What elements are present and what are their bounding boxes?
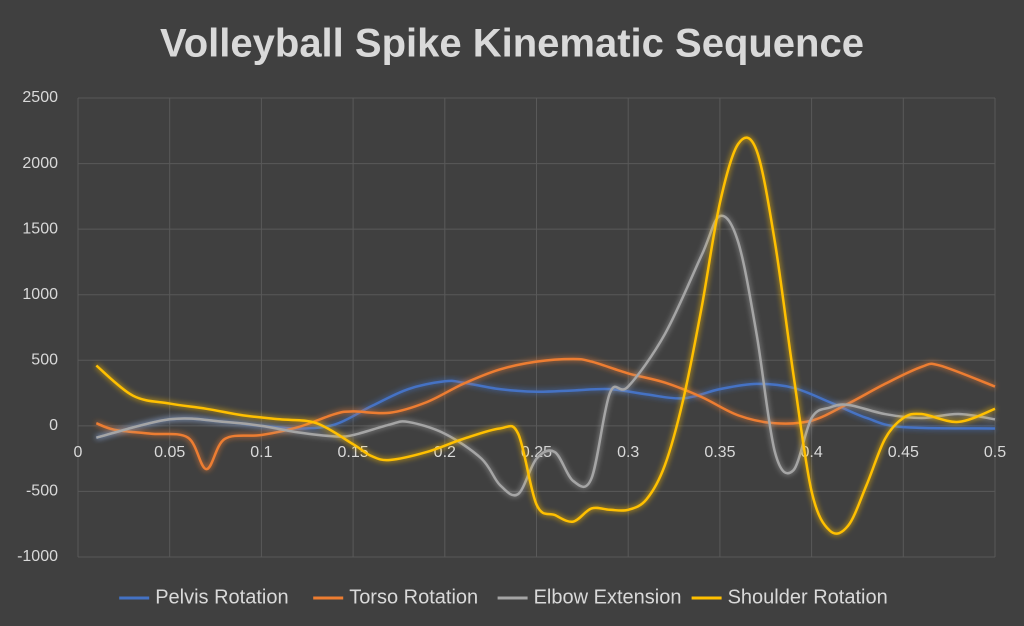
y-tick-label: 2000 bbox=[22, 155, 58, 172]
series-line bbox=[95, 136, 996, 535]
legend-label: Torso Rotation bbox=[349, 586, 478, 608]
y-tick-label: 0 bbox=[49, 417, 58, 434]
y-tick-label: 2500 bbox=[22, 89, 58, 106]
y-tick-label: 500 bbox=[31, 352, 58, 369]
x-tick-label: 0.5 bbox=[984, 444, 1006, 461]
series-line bbox=[96, 379, 996, 439]
y-tick-label: 1500 bbox=[22, 220, 58, 237]
x-tick-label: 0.45 bbox=[888, 444, 919, 461]
y-tick-label: 1000 bbox=[22, 286, 58, 303]
y-tick-label: -1000 bbox=[17, 548, 58, 565]
x-tick-label: 0.1 bbox=[250, 444, 272, 461]
y-tick-label: -500 bbox=[26, 483, 58, 500]
x-tick-label: 0 bbox=[74, 444, 83, 461]
legend-label: Shoulder Rotation bbox=[728, 586, 888, 608]
legend-label: Pelvis Rotation bbox=[155, 586, 288, 608]
x-tick-label: 0.35 bbox=[704, 444, 735, 461]
x-tick-label: 0.25 bbox=[521, 444, 552, 461]
series-line bbox=[95, 357, 996, 471]
legend-label: Elbow Extension bbox=[534, 586, 682, 608]
x-tick-label: 0.3 bbox=[617, 444, 639, 461]
chart-title: Volleyball Spike Kinematic Sequence bbox=[160, 22, 864, 66]
x-tick-label: 0.05 bbox=[154, 444, 185, 461]
